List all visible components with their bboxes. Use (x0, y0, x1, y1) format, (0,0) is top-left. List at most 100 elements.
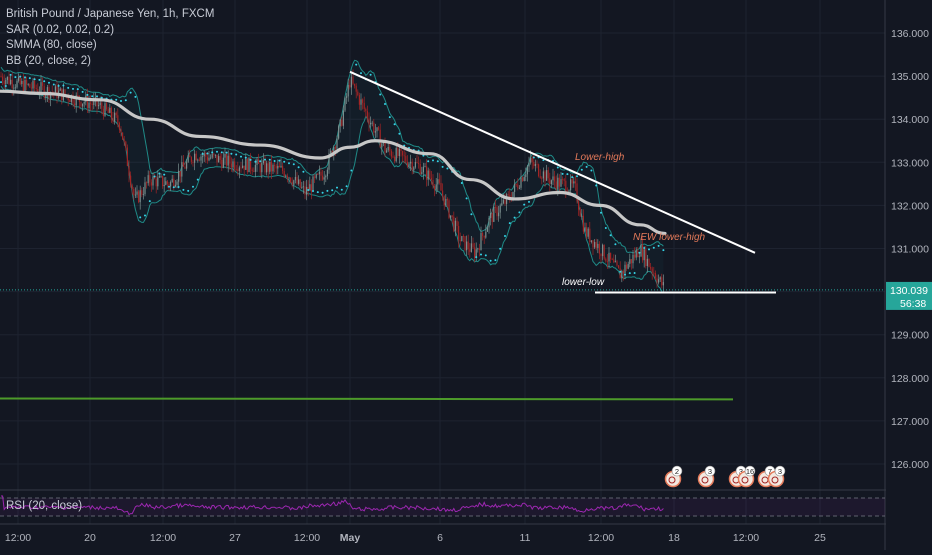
sar-dot (614, 243, 617, 246)
candle-body (35, 87, 37, 89)
candle-body (336, 138, 338, 149)
candle-body (587, 228, 589, 237)
sar-dot (484, 254, 487, 257)
candle-body (192, 161, 194, 163)
sar-dot (28, 77, 31, 80)
sar-dot (499, 247, 502, 250)
event-marker[interactable]: 3 (697, 465, 716, 488)
drawings[interactable]: Lower-high NEW lower-high lower-low (0, 70, 885, 401)
candle-body (230, 163, 232, 168)
candle-body (126, 147, 128, 166)
candle-body (486, 227, 488, 232)
annotation-lower-low[interactable]: lower-low (562, 277, 605, 288)
candle-body (403, 155, 405, 157)
candle-body (525, 174, 527, 177)
candle-body (446, 199, 448, 201)
sar-dot (81, 90, 84, 93)
sar-dot (177, 186, 180, 189)
candle-body (202, 156, 204, 157)
candle-body (483, 235, 485, 238)
price-tick-label: 134.000 (891, 114, 929, 126)
candle-body (382, 142, 384, 144)
candle-body (106, 103, 108, 110)
candle-body (530, 157, 532, 163)
candle-body (357, 91, 359, 96)
candle-body (118, 122, 120, 130)
candle-body (219, 156, 221, 160)
candle-body (467, 241, 469, 250)
candle-body (392, 156, 394, 158)
sar-dot (427, 160, 430, 163)
candle-body (374, 131, 376, 133)
candle-body (443, 195, 445, 206)
support-line[interactable] (0, 397, 734, 401)
candle-body (438, 179, 440, 183)
price-tick-label: 127.000 (891, 416, 929, 428)
sar-dot (528, 200, 530, 203)
candle-body (26, 80, 28, 85)
candle-body (606, 261, 608, 263)
candle-body (310, 184, 312, 192)
sar-dot (638, 251, 641, 254)
sar-legend[interactable]: SAR (0.02, 0.02, 0.2) (6, 23, 115, 36)
candle-body (320, 171, 322, 176)
candle-body (648, 258, 650, 267)
sar-dot (76, 88, 79, 91)
candle-body (550, 180, 552, 185)
sar-dot (129, 91, 132, 94)
sar-dot (120, 100, 122, 103)
event-marker[interactable]: 2 (664, 465, 683, 488)
candle-body (454, 220, 456, 231)
candle-body (582, 215, 584, 232)
candle-body (189, 155, 191, 158)
sar-dot (86, 93, 89, 96)
candle-body (306, 186, 308, 195)
event-markers[interactable]: 2 3 3 16 7 3 (664, 465, 786, 488)
candle-body (162, 176, 164, 187)
candle-body (248, 157, 250, 173)
candle-body (557, 177, 559, 189)
annotation-new-lower-high[interactable]: NEW lower-high (633, 232, 705, 243)
candle-body (654, 273, 656, 279)
candle-body (227, 155, 229, 166)
candle-body (589, 228, 591, 243)
smma-legend[interactable]: SMMA (80, close) (6, 39, 97, 51)
event-marker[interactable]: 16 (737, 465, 756, 488)
sar-dot (240, 155, 242, 158)
candle-body (214, 154, 216, 156)
descending-trendline[interactable] (349, 70, 756, 254)
candle-body (70, 95, 72, 102)
candle-body (350, 76, 352, 88)
bb-legend[interactable]: BB (20, close, 2) (6, 54, 92, 67)
sar-dot (604, 226, 607, 229)
candle-body (547, 170, 549, 179)
candle-body (637, 250, 639, 258)
candle-body (490, 213, 492, 218)
sar-dot (398, 132, 401, 135)
rsi-legend[interactable]: RSI (20, close) (6, 500, 83, 512)
candle-body (190, 157, 192, 162)
event-marker[interactable]: 3 (767, 465, 786, 488)
candle-body (448, 200, 450, 218)
candle-body (229, 155, 231, 164)
sar-dot (624, 273, 626, 276)
candle-body (144, 182, 146, 195)
candle-body (56, 86, 58, 98)
candle-body (96, 97, 98, 107)
candle-body (480, 232, 482, 251)
annotation-lower-high[interactable]: Lower-high (575, 152, 625, 163)
candle-body (437, 179, 439, 185)
candle-body (312, 176, 314, 192)
candle-body (122, 132, 124, 140)
candle-body (565, 180, 567, 193)
symbol-title[interactable]: British Pound / Japanese Yen, 1h, FXCM (6, 8, 215, 20)
candle-body (168, 183, 170, 187)
candle-body (581, 215, 583, 217)
time-tick-label: 27 (229, 532, 241, 544)
candle-body (251, 169, 253, 172)
candle-body (379, 129, 381, 148)
sar-dot (561, 172, 564, 175)
candle-body (661, 277, 663, 286)
sar-dot (384, 103, 386, 106)
